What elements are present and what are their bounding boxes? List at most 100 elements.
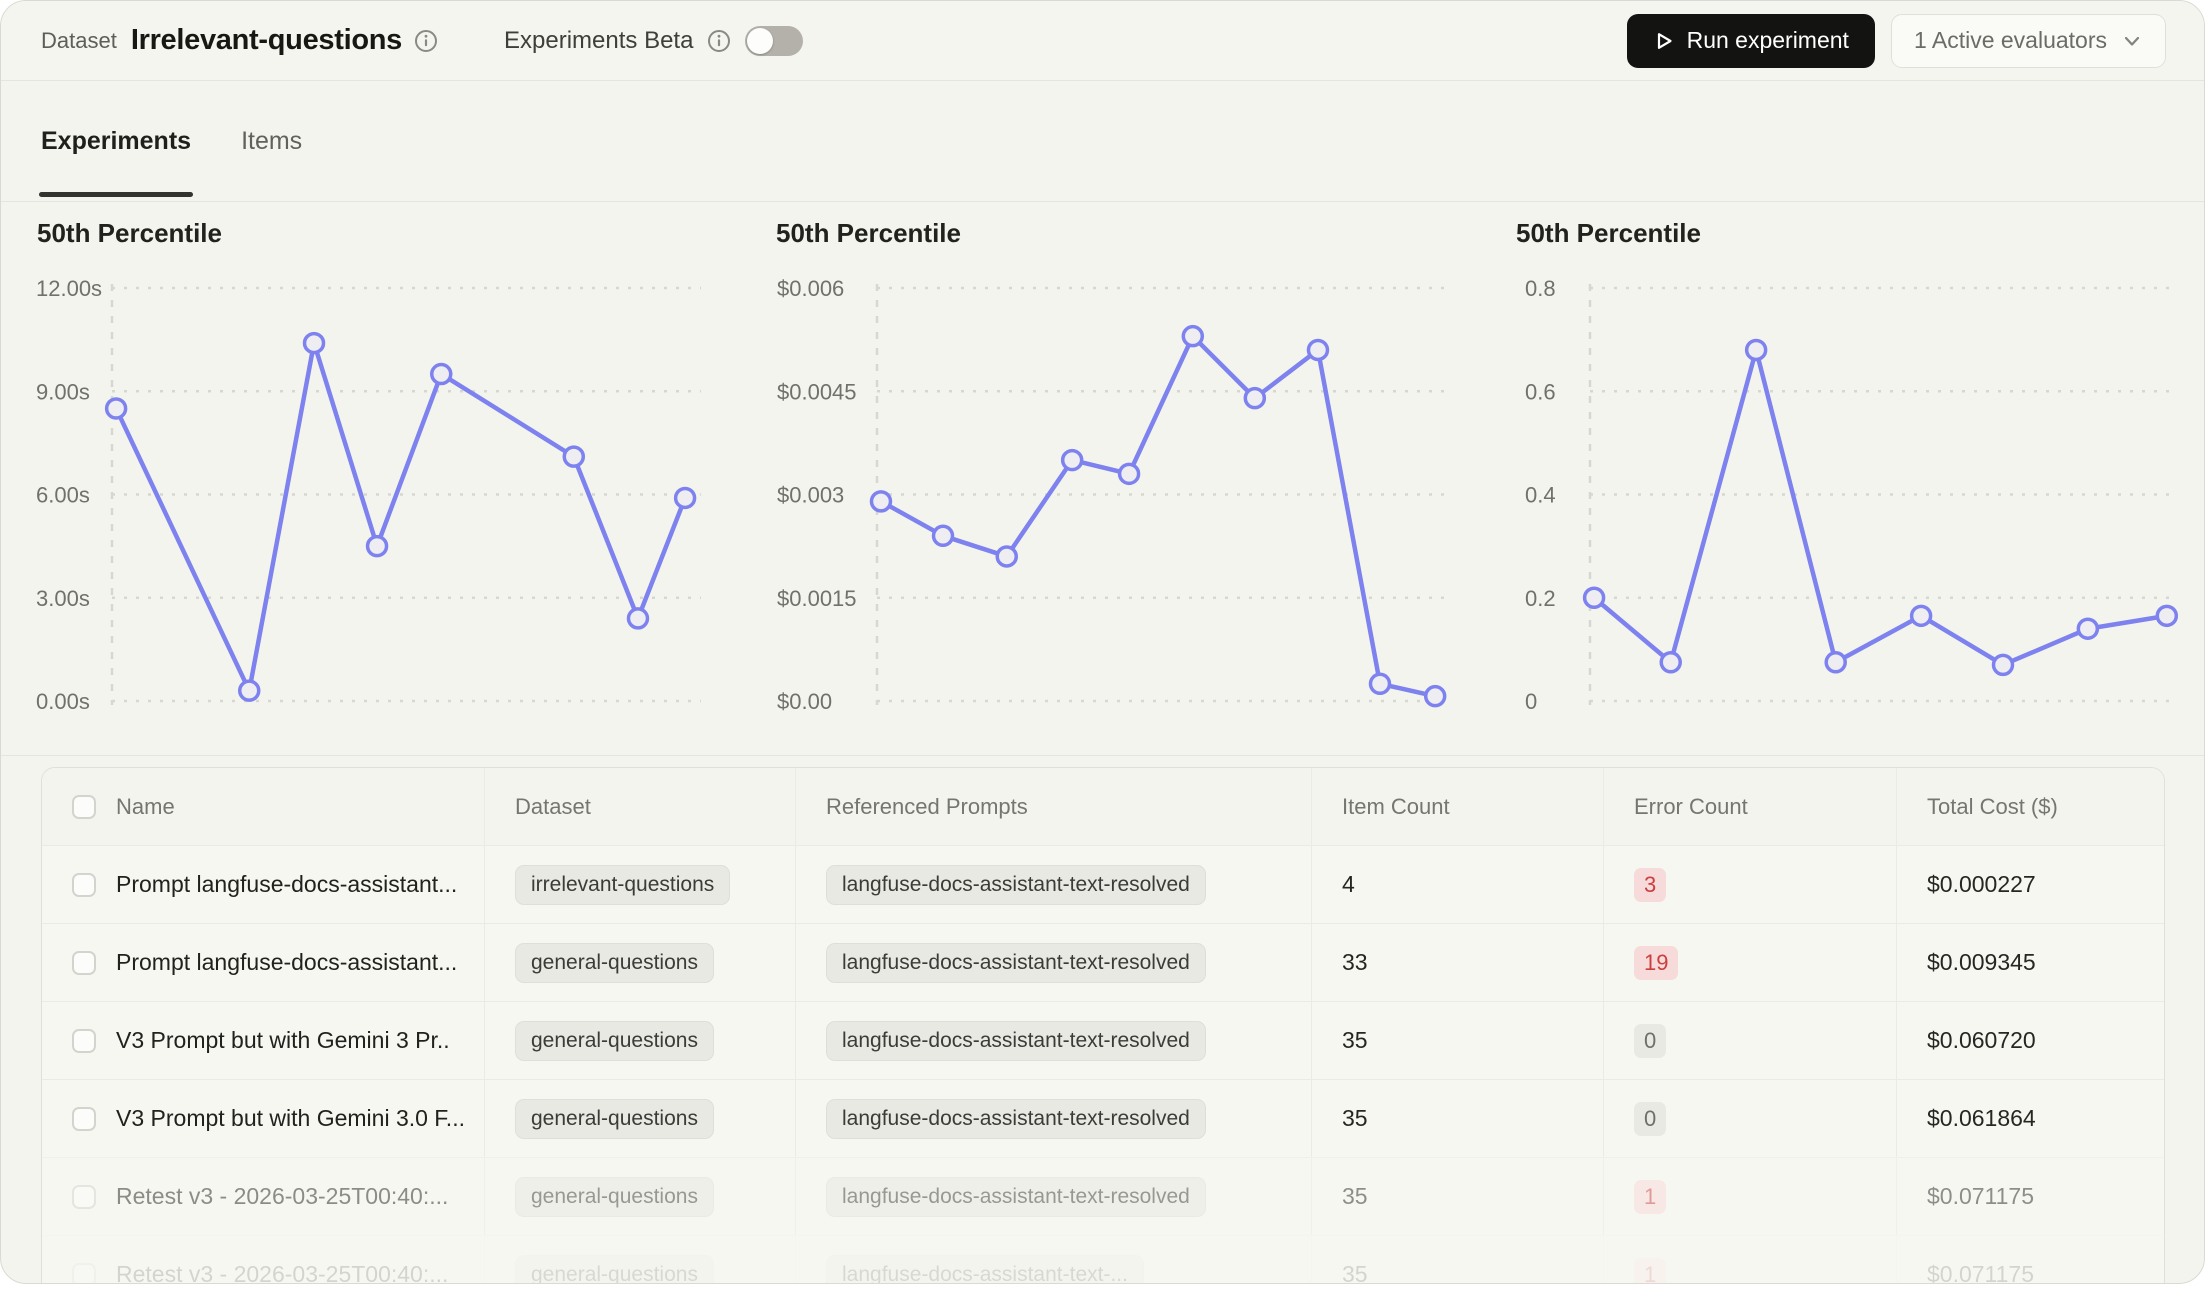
data-point-marker[interactable] — [302, 331, 326, 355]
column-header-dataset: Dataset — [484, 768, 795, 845]
top-bar: Dataset Irrelevant-questions Experiments… — [1, 1, 2204, 81]
data-point-marker[interactable] — [1991, 653, 2015, 677]
data-point-marker[interactable] — [2155, 604, 2179, 628]
cell-dataset: general-questions — [484, 1236, 795, 1283]
column-header-total-cost: Total Cost ($) — [1896, 768, 2164, 845]
play-icon — [1653, 30, 1675, 52]
data-point-marker[interactable] — [673, 486, 697, 510]
dataset-badge[interactable]: general-questions — [515, 1176, 714, 1217]
data-point-marker[interactable] — [1582, 586, 1606, 609]
table-row[interactable]: Prompt langfuse-docs-assistant... irrelev… — [42, 845, 2164, 923]
cell-name: Prompt langfuse-docs-assistant... — [42, 924, 484, 1001]
data-point-marker[interactable] — [237, 679, 261, 702]
data-point-marker[interactable] — [1368, 672, 1392, 696]
item-count-value: 35 — [1342, 1027, 1368, 1053]
data-point-marker[interactable] — [869, 490, 893, 513]
prompt-badge[interactable]: langfuse-docs-assistant-text-resolved — [826, 864, 1206, 905]
data-point-marker[interactable] — [365, 534, 389, 558]
row-checkbox[interactable] — [72, 872, 96, 897]
row-checkbox[interactable] — [72, 1184, 96, 1209]
table-row[interactable]: Prompt langfuse-docs-assistant... general… — [42, 923, 2164, 1001]
prompt-badge[interactable]: langfuse-docs-assistant-text-resolved — [826, 1098, 1206, 1139]
data-point-marker[interactable] — [1909, 604, 1933, 628]
data-point-marker[interactable] — [104, 397, 128, 420]
row-checkbox[interactable] — [72, 1262, 96, 1283]
table-row[interactable]: Retest v3 - 2026-03-25T00:40:... general-… — [42, 1235, 2164, 1283]
row-checkbox[interactable] — [72, 1106, 96, 1131]
tab-experiments[interactable]: Experiments — [38, 81, 194, 201]
y-tick-label: 0.8 — [1525, 276, 1556, 301]
y-tick-label: 0 — [1525, 689, 1537, 714]
beta-toggle[interactable] — [745, 25, 804, 56]
data-point-marker[interactable] — [1824, 651, 1847, 674]
tab-items[interactable]: Items — [241, 126, 303, 155]
experiments-table: Name Dataset Referenced Prompts Item Count E… — [41, 767, 2165, 1283]
dataset-badge[interactable]: general-questions — [515, 1020, 714, 1061]
toggle-knob — [747, 27, 774, 54]
cell-total-cost: $0.061864 — [1896, 1080, 2164, 1157]
data-point-marker[interactable] — [1659, 651, 1682, 674]
dataset-badge[interactable]: irrelevant-questions — [515, 864, 731, 905]
prompt-badge[interactable]: langfuse-docs-assistant-text-resolved — [826, 942, 1206, 983]
row-checkbox[interactable] — [72, 950, 96, 975]
cell-referenced-prompts: langfuse-docs-assistant-text-resolved — [795, 1002, 1311, 1079]
table-row[interactable]: V3 Prompt but with Gemini 3.0 F... genera… — [42, 1079, 2164, 1157]
dataset-info-icon[interactable] — [414, 29, 438, 53]
line-series — [1592, 347, 2168, 668]
data-point-marker[interactable] — [1243, 386, 1267, 410]
chart-canvas: 0.8 0.6 0.4 0.2 0 — [1525, 276, 2179, 714]
cell-total-cost: $0.071175 — [1896, 1236, 2164, 1283]
data-point-marker[interactable] — [2076, 617, 2100, 640]
cell-referenced-prompts: langfuse-docs-assistant-text-resolved — [795, 1080, 1311, 1157]
cell-name: V3 Prompt but with Gemini 3 Pr.. — [42, 1002, 484, 1079]
data-point-marker[interactable] — [1117, 462, 1141, 486]
cost-p50-chart: 50th Percentile $0.006 $0.0045 $0.003 $0.00… — [741, 202, 1481, 756]
y-tick-label: 3.00s — [36, 586, 90, 611]
data-point-marker[interactable] — [931, 524, 955, 548]
cell-dataset: general-questions — [484, 1080, 795, 1157]
data-point-marker[interactable] — [430, 362, 453, 386]
active-evaluators-dropdown[interactable]: 1 Active evaluators — [1890, 13, 2166, 68]
table-row[interactable]: V3 Prompt but with Gemini 3 Pr.. general-… — [42, 1001, 2164, 1079]
cell-dataset: general-questions — [484, 924, 795, 1001]
dataset-badge[interactable]: general-questions — [515, 942, 714, 983]
data-point-marker[interactable] — [626, 607, 650, 630]
cell-referenced-prompts: langfuse-docs-assistant-text-resolved — [795, 1158, 1311, 1235]
prompt-badge[interactable]: langfuse-docs-assistant-text-resolved — [826, 1176, 1206, 1217]
data-point-marker[interactable] — [1744, 338, 1768, 362]
run-experiment-button[interactable]: Run experiment — [1626, 13, 1875, 68]
cell-name: Retest v3 - 2026-03-25T00:40:... — [42, 1158, 484, 1235]
prompt-badge[interactable]: langfuse-docs-assistant-text-resolved — [826, 1020, 1206, 1061]
table-row[interactable]: Retest v3 - 2026-03-25T00:40:... general-… — [42, 1157, 2164, 1235]
chevron-down-icon — [2121, 30, 2143, 52]
chart-canvas: $0.006 $0.0045 $0.003 $0.0015 $0.00 — [777, 276, 1447, 714]
y-tick-label: 6.00s — [36, 483, 90, 508]
row-checkbox[interactable] — [72, 1028, 96, 1053]
data-point-marker[interactable] — [995, 545, 1018, 568]
column-header-label: Item Count — [1342, 793, 1450, 819]
y-tick-label: 12.00s — [36, 276, 102, 301]
data-point-marker[interactable] — [1423, 684, 1447, 708]
chart-title: 50th Percentile — [37, 218, 222, 248]
column-header-error-count: Error Count — [1603, 768, 1896, 845]
cell-error-count: 0 — [1603, 1080, 1896, 1157]
data-point-marker[interactable] — [1060, 448, 1084, 472]
data-point-marker[interactable] — [1181, 324, 1205, 348]
beta-info-icon[interactable] — [707, 29, 731, 53]
prompt-badge[interactable]: langfuse-docs-assistant-text-... — [826, 1254, 1144, 1283]
select-all-checkbox[interactable] — [72, 794, 96, 819]
column-header-label: Referenced Prompts — [826, 793, 1028, 819]
experiments-beta-group: Experiments Beta — [504, 25, 804, 56]
total-cost-value: $0.009345 — [1927, 949, 2036, 975]
y-tick-label: 9.00s — [36, 379, 90, 404]
experiment-name: Prompt langfuse-docs-assistant... — [116, 949, 458, 975]
y-tick-label: 0.4 — [1525, 483, 1556, 508]
cell-referenced-prompts: langfuse-docs-assistant-text-... — [795, 1236, 1311, 1283]
total-cost-value: $0.000227 — [1927, 871, 2036, 897]
dataset-badge[interactable]: general-questions — [515, 1098, 714, 1139]
error-count-badge: 0 — [1634, 1101, 1667, 1136]
data-point-marker[interactable] — [1306, 338, 1330, 362]
dataset-badge[interactable]: general-questions — [515, 1254, 714, 1283]
data-point-marker[interactable] — [562, 445, 586, 468]
